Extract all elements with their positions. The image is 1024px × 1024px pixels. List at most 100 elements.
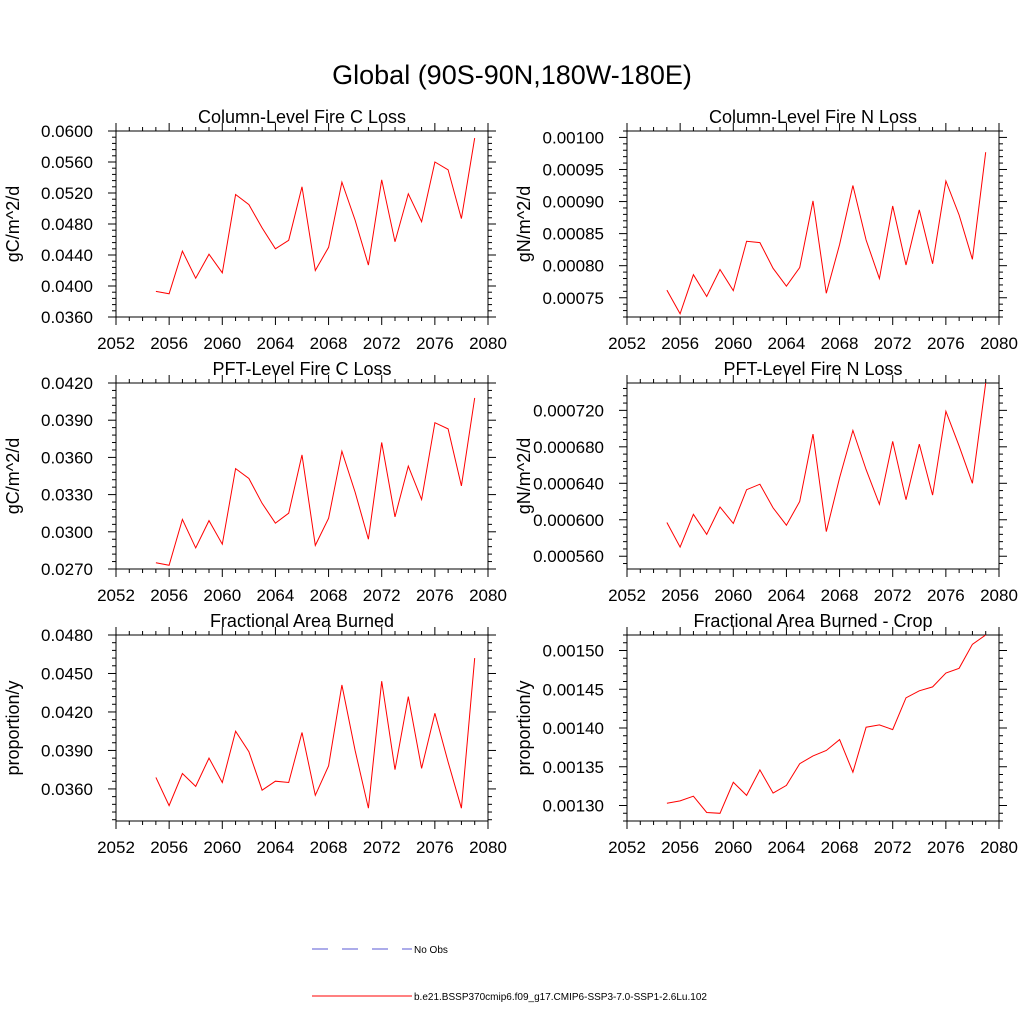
y-tick-label: 0.0360 bbox=[41, 780, 93, 799]
figure-title: Global (90S-90N,180W-180E) bbox=[332, 60, 692, 90]
plot-frame bbox=[115, 634, 489, 822]
y-tick-label: 0.0270 bbox=[41, 560, 93, 579]
x-tick-label: 2072 bbox=[874, 838, 912, 857]
y-tick-label: 0.0330 bbox=[41, 486, 93, 505]
x-tick-label: 2076 bbox=[416, 334, 454, 353]
x-tick-label: 2064 bbox=[768, 334, 806, 353]
y-tick-label: 0.00135 bbox=[543, 758, 604, 777]
x-tick-label: 2068 bbox=[310, 334, 348, 353]
panel-title: Column-Level Fire N Loss bbox=[709, 107, 917, 127]
x-tick-label: 2080 bbox=[980, 586, 1018, 605]
panel-title: PFT-Level Fire C Loss bbox=[212, 359, 391, 379]
panel-1: Column-Level Fire C Loss gC/m^2/d 2052 2056… bbox=[3, 107, 507, 353]
x-tick-label: 2060 bbox=[203, 334, 241, 353]
panel-title: PFT-Level Fire N Loss bbox=[723, 359, 902, 379]
x-tick-label: 2076 bbox=[927, 838, 965, 857]
x-tick-label: 2068 bbox=[310, 838, 348, 857]
x-tick-label: 2060 bbox=[714, 586, 752, 605]
x-tick-label: 2080 bbox=[980, 838, 1018, 857]
x-tick-label: 2056 bbox=[661, 838, 699, 857]
y-tick-label: 0.0600 bbox=[41, 122, 93, 141]
y-tick-label: 0.0300 bbox=[41, 523, 93, 542]
y-tick-label: 0.0480 bbox=[41, 215, 93, 234]
y-tick-label: 0.0480 bbox=[41, 626, 93, 645]
y-tick-label: 0.00075 bbox=[543, 289, 604, 308]
x-tick-label: 2076 bbox=[927, 586, 965, 605]
x-tick-label: 2080 bbox=[469, 838, 507, 857]
x-tick-label: 2076 bbox=[416, 838, 454, 857]
x-tick-label: 2056 bbox=[150, 838, 188, 857]
x-tick-label: 2068 bbox=[821, 334, 859, 353]
y-tick-label: 0.00150 bbox=[543, 642, 604, 661]
y-tick-label: 0.0520 bbox=[41, 184, 93, 203]
x-tick-label: 2072 bbox=[363, 586, 401, 605]
panel-grid: Column-Level Fire C Loss gC/m^2/d 2052 2056… bbox=[3, 107, 1018, 857]
y-tick-label: 0.0360 bbox=[41, 308, 93, 327]
x-tick-label: 2076 bbox=[416, 586, 454, 605]
x-tick-label: 2052 bbox=[608, 586, 646, 605]
y-tick-label: 0.0390 bbox=[41, 741, 93, 760]
x-tick-label: 2064 bbox=[768, 838, 806, 857]
y-tick-label: 0.0440 bbox=[41, 246, 93, 265]
y-tick-label: 0.0420 bbox=[41, 703, 93, 722]
y-tick-label: 0.0390 bbox=[41, 411, 93, 430]
x-tick-label: 2068 bbox=[310, 586, 348, 605]
y-tick-label: 0.0420 bbox=[41, 374, 93, 393]
series-line bbox=[155, 658, 476, 809]
y-axis-label: gN/m^2/d bbox=[514, 186, 534, 262]
panel-title: Column-Level Fire C Loss bbox=[198, 107, 406, 127]
x-tick-label: 2072 bbox=[874, 334, 912, 353]
y-tick-label: 0.0560 bbox=[41, 153, 93, 172]
x-tick-label: 2064 bbox=[257, 334, 295, 353]
x-tick-label: 2072 bbox=[874, 586, 912, 605]
x-tick-label: 2064 bbox=[257, 838, 295, 857]
legend: No Obs b.e21.BSSP370cmip6.f09_g17.CMIP6-… bbox=[312, 945, 707, 1003]
x-tick-label: 2080 bbox=[469, 586, 507, 605]
y-tick-label: 0.000600 bbox=[533, 511, 604, 530]
x-tick-label: 2052 bbox=[608, 838, 646, 857]
x-tick-label: 2052 bbox=[97, 586, 135, 605]
x-tick-label: 2080 bbox=[469, 334, 507, 353]
y-axis-label: gN/m^2/d bbox=[514, 438, 534, 514]
plot-frame bbox=[626, 634, 1000, 822]
x-tick-label: 2072 bbox=[363, 334, 401, 353]
y-axis-label: gC/m^2/d bbox=[3, 438, 23, 514]
y-axis-label: proportion/y bbox=[514, 680, 534, 775]
x-tick-label: 2076 bbox=[927, 334, 965, 353]
y-tick-label: 0.00130 bbox=[543, 797, 604, 816]
x-tick-label: 2060 bbox=[203, 586, 241, 605]
legend-label-no-obs: No Obs bbox=[414, 945, 448, 956]
y-tick-label: 0.00100 bbox=[543, 128, 604, 147]
panel-2: Column-Level Fire N Loss gN/m^2/d 2052 2056… bbox=[514, 107, 1018, 353]
y-tick-label: 0.00140 bbox=[543, 719, 604, 738]
x-tick-label: 2052 bbox=[608, 334, 646, 353]
series-line bbox=[155, 397, 476, 566]
x-tick-label: 2056 bbox=[150, 334, 188, 353]
x-tick-label: 2068 bbox=[821, 838, 859, 857]
plot-frame bbox=[115, 382, 489, 570]
y-tick-label: 0.000560 bbox=[533, 547, 604, 566]
plot-frame bbox=[115, 130, 489, 318]
y-tick-label: 0.00145 bbox=[543, 680, 604, 699]
y-axis-label: proportion/y bbox=[3, 680, 23, 775]
x-tick-label: 2060 bbox=[714, 334, 752, 353]
series-line bbox=[666, 382, 987, 549]
panel-title: Fractional Area Burned - Crop bbox=[693, 611, 932, 631]
y-tick-label: 0.0360 bbox=[41, 448, 93, 467]
y-tick-label: 0.00095 bbox=[543, 160, 604, 179]
panel-4: PFT-Level Fire N Loss gN/m^2/d 2052 2056 206… bbox=[514, 359, 1018, 605]
x-tick-label: 2060 bbox=[714, 838, 752, 857]
x-tick-label: 2056 bbox=[150, 586, 188, 605]
panel-3: PFT-Level Fire C Loss gC/m^2/d 2052 2056 206… bbox=[3, 359, 507, 605]
x-tick-label: 2052 bbox=[97, 838, 135, 857]
panel-6: Fractional Area Burned - Crop proportion/… bbox=[514, 611, 1018, 857]
x-tick-label: 2064 bbox=[768, 586, 806, 605]
legend-label-model-run: b.e21.BSSP370cmip6.f09_g17.CMIP6-SSP3-7.… bbox=[414, 992, 707, 1003]
x-tick-label: 2052 bbox=[97, 334, 135, 353]
y-tick-label: 0.0450 bbox=[41, 664, 93, 683]
plot-frame bbox=[626, 130, 1000, 318]
x-tick-label: 2080 bbox=[980, 334, 1018, 353]
panel-5: Fractional Area Burned proportion/y 2052 20… bbox=[3, 611, 507, 857]
y-tick-label: 0.00085 bbox=[543, 225, 604, 244]
